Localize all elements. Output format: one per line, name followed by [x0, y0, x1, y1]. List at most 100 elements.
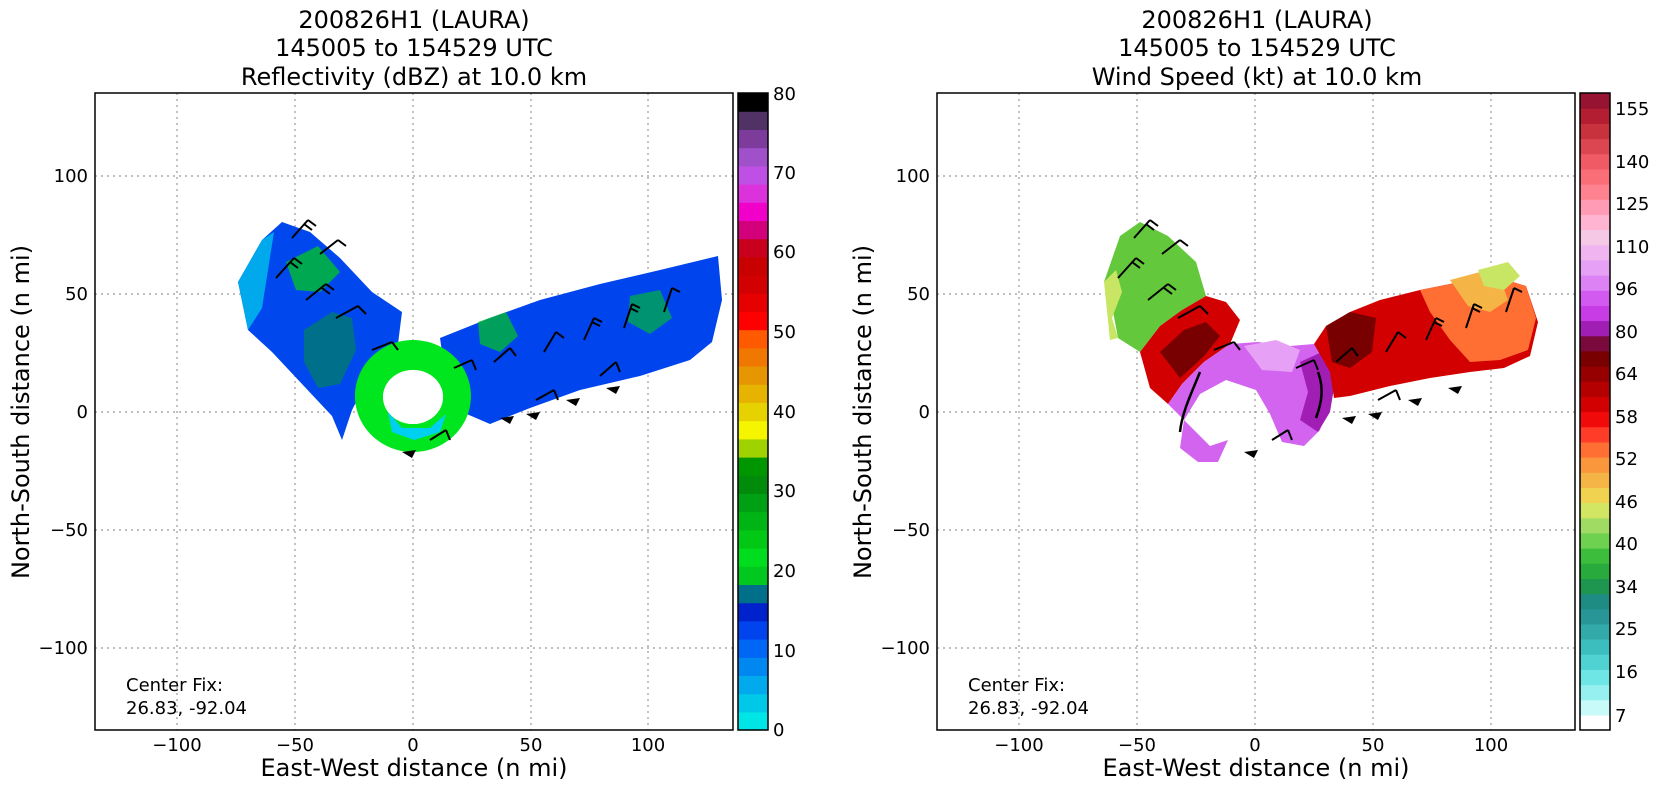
wind-plot-frame	[936, 92, 1576, 731]
wind-x-axis-label: East-West distance (n mi)	[1102, 754, 1409, 782]
reflectivity-eye-fringe	[388, 412, 446, 440]
wind-colorbar-swatch	[1580, 366, 1610, 382]
wind-colorbar-tick: 7	[1615, 706, 1626, 727]
wind-y-ticks: 100 50 0 −50 −100	[881, 166, 930, 659]
wind-y-tick-label: 50	[907, 284, 930, 305]
reflectivity-colorbar-swatch	[738, 620, 768, 640]
wind-colorbar-swatch	[1580, 472, 1610, 488]
wind-title-line-3: Wind Speed (kt) at 10.0 km	[1092, 63, 1423, 91]
wind-swath	[1104, 222, 1538, 462]
wind-y-tick-label: 100	[896, 166, 930, 187]
reflectivity-colorbar-swatch	[738, 438, 768, 458]
wind-colorbar-swatch	[1580, 123, 1610, 140]
reflectivity-y-axis-label: North-South distance (n mi)	[7, 245, 35, 579]
reflectivity-panel: 200826H1 (LAURA) 145005 to 154529 UTC Re…	[7, 6, 796, 782]
wind-colorbar-swatch	[1580, 699, 1610, 716]
wind-colorbar-tick: 64	[1615, 364, 1638, 385]
wind-center-fix-coords: 26.83, -92.04	[968, 698, 1089, 719]
wind-y-axis-label: North-South distance (n mi)	[849, 245, 877, 579]
reflectivity-colorbar-tick: 60	[773, 242, 796, 263]
wind-colorbar-tick: 125	[1615, 194, 1649, 215]
reflectivity-colorbar-swatch	[738, 147, 768, 167]
wind-colorbar-swatch	[1580, 502, 1610, 519]
wind-colorbar-swatch	[1580, 335, 1610, 352]
reflectivity-colorbar-swatch	[738, 111, 768, 130]
reflectivity-title-line-1: 200826H1 (LAURA)	[298, 6, 529, 34]
reflectivity-x-ticks: −100 −50 0 50 100	[152, 735, 665, 756]
wind-x-tick-label: 100	[1474, 735, 1508, 756]
reflectivity-colorbar-swatch	[738, 548, 768, 567]
wind-colorbar-swatch	[1580, 548, 1610, 564]
reflectivity-colorbar-swatch	[738, 220, 768, 240]
wind-colorbar-swatch	[1580, 214, 1610, 231]
reflectivity-y-tick-label: 100	[54, 166, 88, 187]
reflectivity-colorbar-swatch	[738, 529, 768, 549]
reflectivity-x-tick-label: −50	[276, 735, 314, 756]
wind-colorbar-tick: 96	[1615, 279, 1638, 300]
reflectivity-title-line-2: 145005 to 154529 UTC	[275, 34, 553, 62]
reflectivity-x-axis-label: East-West distance (n mi)	[260, 754, 567, 782]
reflectivity-colorbar-swatch	[738, 402, 768, 422]
wind-colorbar-tick: 80	[1615, 322, 1638, 343]
reflectivity-colorbar-swatch	[738, 475, 768, 494]
wind-center-fix-label: Center Fix:	[968, 675, 1065, 696]
reflectivity-title-line-3: Reflectivity (dBZ) at 10.0 km	[241, 63, 587, 91]
wind-east-lime	[1478, 262, 1520, 290]
wind-northwest-lobe	[1104, 222, 1206, 352]
reflectivity-colorbar-tick: 50	[773, 322, 796, 343]
wind-colorbar-tick: 34	[1615, 577, 1638, 598]
reflectivity-colorbar-swatch	[738, 566, 768, 585]
reflectivity-center-fix-label: Center Fix:	[126, 675, 223, 696]
wind-colorbar-swatch	[1580, 168, 1610, 185]
reflectivity-barb-flags	[402, 386, 620, 458]
wind-x-tick-label: 0	[1249, 735, 1260, 756]
wind-ring-pink	[1244, 340, 1300, 372]
wind-colorbar-swatch	[1580, 381, 1610, 397]
reflectivity-colorbar-swatch	[738, 184, 768, 203]
wind-colorbar-swatch	[1580, 654, 1610, 670]
wind-colorbar-swatch	[1580, 669, 1610, 686]
reflectivity-colorbar-swatch	[738, 511, 768, 531]
wind-colorbar-tick: 58	[1615, 407, 1638, 428]
reflectivity-x-tick-label: 50	[520, 735, 543, 756]
reflectivity-colorbar-swatch	[738, 384, 768, 403]
wind-colorbar-swatch	[1580, 138, 1610, 155]
reflectivity-y-tick-label: −50	[50, 520, 88, 541]
wind-colorbar-swatch	[1580, 487, 1610, 504]
wind-colorbar-swatch	[1580, 259, 1610, 276]
reflectivity-plot-frame	[94, 92, 734, 731]
reflectivity-x-tick-label: 100	[631, 735, 665, 756]
reflectivity-eye	[383, 370, 443, 424]
wind-colorbar-swatch	[1580, 532, 1610, 549]
wind-x-tick-label: 50	[1362, 735, 1385, 756]
wind-colorbar-swatch	[1580, 563, 1610, 579]
wind-colorbar-tick: 52	[1615, 449, 1638, 470]
reflectivity-colorbar-swatch	[738, 639, 768, 658]
wind-colorbar-swatch	[1580, 305, 1610, 322]
reflectivity-colorbar-swatch	[738, 657, 768, 676]
wind-x-ticks: −100 −50 0 50 100	[994, 735, 1508, 756]
reflectivity-colorbar-swatch	[738, 129, 768, 149]
reflectivity-colorbar-tick: 20	[773, 561, 796, 582]
wind-y-tick-label: −100	[881, 638, 930, 659]
reflectivity-east-patch	[628, 290, 672, 334]
reflectivity-colorbar-swatch	[738, 675, 768, 695]
reflectivity-colorbar	[737, 92, 769, 731]
wind-colorbar-tick: 46	[1615, 492, 1638, 513]
reflectivity-colorbar-swatch	[738, 256, 768, 276]
wind-east-dark-core	[1326, 312, 1376, 368]
reflectivity-colorbar-tick: 10	[773, 641, 796, 662]
reflectivity-colorbar-swatch	[738, 693, 768, 713]
wind-colorbar-swatch	[1580, 184, 1610, 200]
reflectivity-center-fix-coords: 26.83, -92.04	[126, 698, 247, 719]
wind-colorbar-tick: 155	[1615, 99, 1649, 120]
reflectivity-colorbar-tick-labels: 0 10 20 30 40 50 60 70 80	[773, 84, 796, 741]
wind-x-tick-label: −50	[1118, 735, 1156, 756]
wind-colorbar-tick-labels: 7 16 25 34 40 46 52 58 64 80 96 110 125 …	[1615, 99, 1649, 727]
reflectivity-y-tick-label: 0	[77, 402, 88, 423]
wind-colorbar-tick: 25	[1615, 619, 1638, 640]
reflectivity-colorbar-tick: 0	[773, 720, 784, 741]
wind-west-core-dark	[1160, 322, 1220, 378]
reflectivity-colorbar-swatch	[738, 602, 768, 622]
wind-colorbar-tick: 110	[1615, 237, 1649, 258]
